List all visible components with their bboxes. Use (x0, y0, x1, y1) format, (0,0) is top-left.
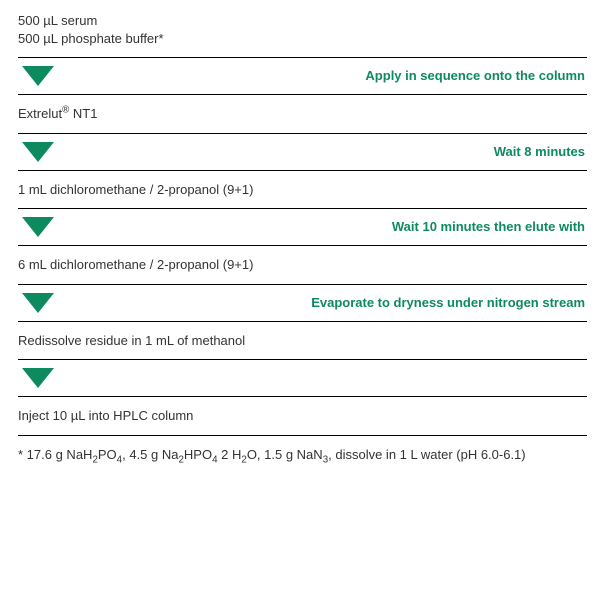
action-text-3: Wait 10 minutes then elute with (54, 218, 587, 236)
step-4: Redissolve residue in 1 mL of methanol (18, 326, 587, 356)
divider (18, 133, 587, 134)
step-1: Extrelut® NT1 (18, 99, 587, 129)
down-arrow-icon (22, 142, 54, 162)
down-arrow-icon (22, 368, 54, 388)
divider (18, 57, 587, 58)
action-text-4: Evaporate to dryness under nitrogen stre… (54, 294, 587, 312)
intro-line-2: 500 µL phosphate buffer* (18, 30, 587, 48)
action-text-2: Wait 8 minutes (54, 143, 587, 161)
intro-line-1: 500 µL serum (18, 12, 587, 30)
divider (18, 208, 587, 209)
divider (18, 245, 587, 246)
arrow-row-3: Wait 10 minutes then elute with (18, 213, 587, 241)
arrow-row-1: Apply in sequence onto the column (18, 62, 587, 90)
divider (18, 94, 587, 95)
down-arrow-icon (22, 217, 54, 237)
down-arrow-icon (22, 293, 54, 313)
intro-block: 500 µL serum 500 µL phosphate buffer* (18, 6, 587, 53)
divider (18, 359, 587, 360)
footnote: * 17.6 g NaH2PO4, 4.5 g Na2HPO4 2 H2O, 1… (18, 440, 587, 464)
divider (18, 284, 587, 285)
divider (18, 435, 587, 436)
step-5: Inject 10 µL into HPLC column (18, 401, 587, 431)
divider (18, 396, 587, 397)
divider (18, 170, 587, 171)
arrow-row-5 (18, 364, 587, 392)
step-3: 6 mL dichloromethane / 2-propanol (9+1) (18, 250, 587, 280)
down-arrow-icon (22, 66, 54, 86)
arrow-row-2: Wait 8 minutes (18, 138, 587, 166)
action-text-1: Apply in sequence onto the column (54, 67, 587, 85)
divider (18, 321, 587, 322)
arrow-row-4: Evaporate to dryness under nitrogen stre… (18, 289, 587, 317)
step-2: 1 mL dichloromethane / 2-propanol (9+1) (18, 175, 587, 205)
